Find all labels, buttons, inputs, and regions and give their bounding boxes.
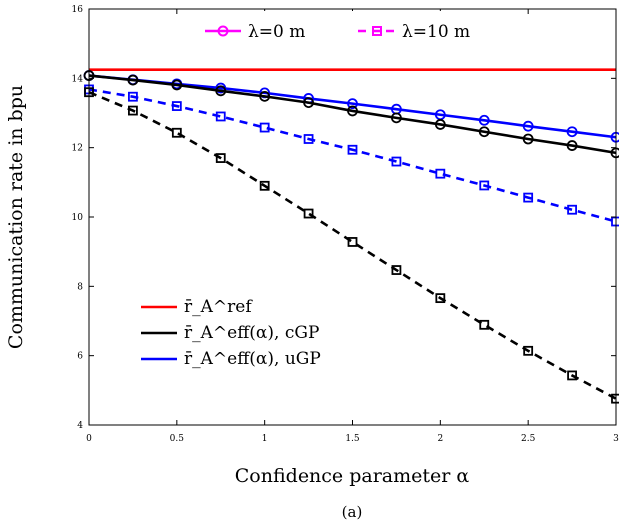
series-point-4 bbox=[347, 237, 358, 247]
y-tick-label: 16 bbox=[72, 5, 84, 15]
legend-top-marker-0 bbox=[217, 25, 229, 37]
series-point-1 bbox=[478, 114, 490, 126]
series-point-4 bbox=[479, 319, 490, 330]
series-point-2 bbox=[347, 105, 358, 117]
series-point-3 bbox=[128, 91, 138, 102]
series-point-2 bbox=[171, 79, 183, 91]
legend-bottom-label-0: r̄_A^ref bbox=[184, 297, 253, 317]
series-point-3 bbox=[567, 204, 577, 215]
series-point-2 bbox=[566, 140, 578, 151]
series-point-2 bbox=[391, 112, 402, 124]
legend-top-label-0: λ=0 m bbox=[248, 22, 305, 42]
series-layer bbox=[83, 68, 619, 404]
series-line-4 bbox=[88, 91, 617, 400]
x-tick-label: 1 bbox=[262, 434, 268, 444]
series-point-2 bbox=[127, 74, 139, 86]
series-point-2 bbox=[303, 97, 314, 108]
x-tick-label: 3 bbox=[613, 434, 619, 444]
x-axis-label: Confidence parameter α bbox=[235, 465, 470, 487]
series-point-2 bbox=[522, 133, 534, 145]
series-point-4 bbox=[259, 180, 270, 191]
series-point-4 bbox=[303, 208, 314, 219]
series-point-4 bbox=[215, 153, 226, 163]
series-point-4 bbox=[171, 127, 182, 138]
y-tick-label: 12 bbox=[72, 144, 83, 154]
x-tick-label: 0 bbox=[86, 434, 92, 444]
series-point-4 bbox=[391, 265, 402, 275]
ticks-layer: 0 0.5 1 1.5 2 2.5 3 4 6 8 10 12 14 16 bbox=[72, 5, 619, 444]
series-point-3 bbox=[303, 134, 314, 144]
x-tick-label: 1.5 bbox=[345, 434, 360, 444]
legend-bottom-label-1: r̄_A^eff(α), cGP bbox=[184, 323, 319, 343]
series-point-3 bbox=[435, 168, 446, 179]
y-tick-label: 8 bbox=[77, 282, 83, 292]
legend-top-marker-1 bbox=[372, 26, 382, 36]
series-point-3 bbox=[479, 180, 490, 191]
series-point-4 bbox=[523, 345, 534, 356]
x-tick-label: 0.5 bbox=[170, 434, 185, 444]
series-point-2 bbox=[434, 119, 446, 130]
series-point-3 bbox=[259, 122, 270, 133]
series-point-1 bbox=[522, 120, 534, 132]
y-tick-label: 10 bbox=[72, 213, 84, 223]
series-point-2 bbox=[478, 126, 490, 138]
y-tick-label: 14 bbox=[72, 74, 84, 84]
series-line-2 bbox=[88, 74, 617, 155]
series-point-4 bbox=[435, 293, 446, 304]
series-point-1 bbox=[347, 98, 358, 110]
series-point-3 bbox=[347, 144, 358, 155]
series-point-2 bbox=[259, 90, 271, 102]
series-point-3 bbox=[391, 156, 402, 167]
series-point-3 bbox=[171, 101, 182, 111]
series-point-3 bbox=[523, 192, 534, 203]
x-tick-label: 2.5 bbox=[521, 434, 536, 444]
legend-top-label-1: λ=10 m bbox=[402, 22, 470, 42]
x-tick-label: 2 bbox=[437, 434, 443, 444]
series-point-2 bbox=[215, 85, 227, 97]
legend-bottom: r̄_A^ref r̄_A^eff(α), cGP r̄_A^eff(α), u… bbox=[141, 297, 321, 369]
plot-frame bbox=[88, 8, 617, 426]
y-tick-label: 4 bbox=[77, 421, 83, 431]
series-point-4 bbox=[567, 370, 577, 381]
y-tick-label: 6 bbox=[77, 352, 83, 362]
series-point-3 bbox=[215, 111, 226, 122]
legend-top: λ=0 m λ=10 m bbox=[184, 11, 504, 49]
series-line-3 bbox=[88, 88, 617, 223]
series-point-4 bbox=[128, 105, 138, 116]
y-axis-label: Communication rate in bpu bbox=[5, 85, 27, 349]
legend-bottom-label-2: r̄_A^eff(α), uGP bbox=[184, 349, 321, 369]
series-point-1 bbox=[566, 126, 578, 138]
figure-caption: (a) bbox=[342, 503, 363, 521]
